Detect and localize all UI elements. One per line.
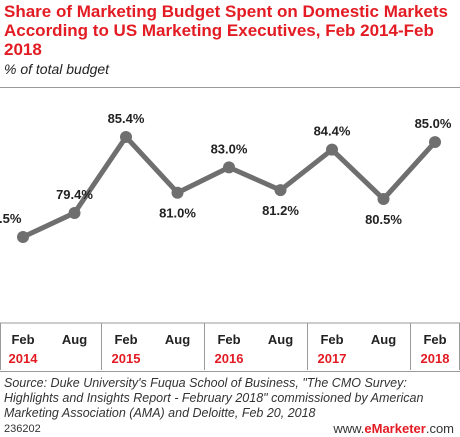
x-year-label-2: 2016 (215, 351, 244, 366)
chart-title: Share of Marketing Budget Spent on Domes… (4, 2, 448, 59)
x-tick-label-7: Aug (371, 332, 396, 347)
x-year-label-3: 2017 (318, 351, 347, 366)
x-year-label-0: 2014 (9, 351, 39, 366)
data-point-7 (377, 193, 390, 206)
data-point-8 (429, 136, 441, 149)
data-label-7: 80.5% (365, 212, 402, 227)
x-tick-label-5: Aug (268, 332, 293, 347)
x-tick-label-6: Feb (320, 332, 343, 347)
brand-logo: www.eMarketer.com (333, 421, 454, 436)
chart-subtitle: % of total budget (4, 61, 110, 77)
data-point-5 (274, 184, 287, 197)
data-point-6 (326, 143, 338, 156)
x-tick-label-8: Feb (423, 332, 446, 347)
x-tick-label-2: Feb (114, 332, 137, 347)
data-label-4: 83.0% (211, 141, 248, 156)
brand-suffix: .com (425, 421, 454, 436)
data-point-3 (171, 186, 184, 199)
line-chart: 77.5% 79.4% 85.4% 81.0% 83.0% 81.2% 84.4% 80.5%… (0, 111, 460, 370)
brand-prefix: www. (333, 421, 365, 436)
x-tick-label-4: Feb (217, 332, 240, 347)
x-tick-label-0: Feb (11, 332, 34, 347)
x-year-label-4: 2018 (421, 351, 450, 366)
x-tick-label-3: Aug (165, 332, 190, 347)
brand-name: eMarketer (364, 421, 426, 436)
data-point-2 (120, 131, 132, 143)
data-label-0: 77.5% (0, 211, 22, 226)
x-year-label-1: 2015 (112, 351, 141, 366)
data-labels-layer: 77.5% 79.4% 85.4% 81.0% 83.0% 81.2% 84.4% 80.5%… (0, 111, 452, 227)
chart-id: 236202 (4, 423, 41, 435)
data-label-2: 85.4% (108, 111, 145, 126)
data-label-6: 84.4% (314, 124, 351, 139)
bottom-divider (0, 371, 460, 372)
data-label-8: 85.0% (415, 116, 452, 131)
top-divider (0, 87, 460, 88)
data-label-3: 81.0% (159, 206, 196, 221)
data-points-layer (17, 131, 441, 243)
data-point-1 (68, 206, 81, 219)
x-tick-labels: Feb Aug Feb Aug Feb Aug Feb Aug Feb 2014 2015 2016 2… (9, 332, 450, 366)
data-point-0 (17, 231, 29, 243)
source-note: Source: Duke University's Fuqua School o… (4, 376, 424, 420)
data-label-5: 81.2% (262, 203, 299, 218)
data-point-4 (223, 161, 235, 174)
x-tick-label-1: Aug (62, 332, 87, 347)
data-label-1: 79.4% (56, 187, 93, 202)
